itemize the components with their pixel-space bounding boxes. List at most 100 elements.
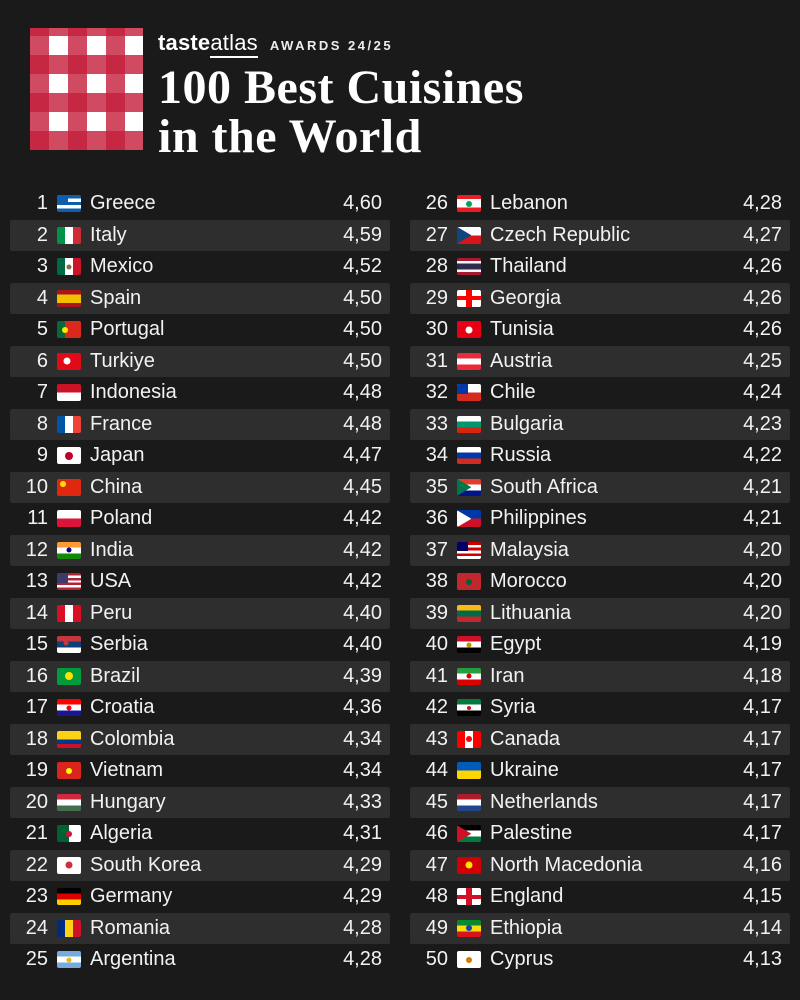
- ranking-row: 39 Lithuania 4,20: [410, 597, 790, 629]
- score-value: 4,28: [743, 192, 782, 215]
- flag-icon-algeria: [57, 825, 81, 843]
- rank-number: 33: [425, 412, 448, 435]
- score-value: 4,47: [343, 444, 382, 467]
- ranking-row: 22 South Korea 4,29: [10, 849, 390, 881]
- score-value: 4,31: [343, 822, 382, 845]
- rank-number: 3: [36, 255, 48, 278]
- title-line-2: in the World: [158, 109, 422, 163]
- score-value: 4,20: [743, 601, 782, 624]
- score-value: 4,17: [743, 790, 782, 813]
- country-name: Turkiye: [90, 349, 155, 372]
- rank-number: 6: [36, 349, 48, 372]
- country-name: Italy: [90, 223, 127, 246]
- country-name: USA: [90, 570, 132, 593]
- rank-number: 2: [36, 223, 48, 246]
- ranking-row: 7 Indonesia 4,48: [10, 377, 390, 409]
- flag-icon-ethiopia: [457, 919, 481, 937]
- country-name: Tunisia: [490, 318, 554, 341]
- score-value: 4,27: [743, 223, 782, 246]
- ranking-row: 33 Bulgaria 4,23: [410, 408, 790, 440]
- ranking-row: 26 Lebanon 4,28: [410, 188, 790, 220]
- brand-wordmark: tasteatlas: [158, 30, 258, 58]
- flag-icon-russia: [457, 447, 481, 465]
- rank-number: 39: [425, 601, 448, 624]
- score-value: 4,22: [743, 444, 782, 467]
- score-value: 4,42: [343, 507, 382, 530]
- flag-icon-canada: [457, 730, 481, 748]
- ranking-row: 37 Malaysia 4,20: [410, 534, 790, 566]
- country-name: Austria: [490, 349, 553, 372]
- ranking-row: 44 Ukraine 4,17: [410, 755, 790, 787]
- flag-icon-bulgaria: [457, 415, 481, 433]
- country-name: Mexico: [90, 255, 154, 278]
- ranking-row: 47 North Macedonia 4,16: [410, 849, 790, 881]
- rank-number: 27: [425, 223, 448, 246]
- brand-line: tasteatlas AWARDS 24/25: [158, 30, 800, 58]
- ranking-row: 41 Iran 4,18: [410, 660, 790, 692]
- ranking-row: 11 Poland 4,42: [10, 503, 390, 535]
- country-name: France: [90, 412, 153, 435]
- country-name: Brazil: [90, 664, 141, 687]
- ranking-row: 36 Philippines 4,21: [410, 503, 790, 535]
- rank-number: 32: [425, 381, 448, 404]
- score-value: 4,25: [743, 349, 782, 372]
- rank-number: 29: [425, 286, 448, 309]
- flag-icon-palestine: [457, 825, 481, 843]
- rank-number: 21: [25, 822, 48, 845]
- flag-emblem: [65, 672, 73, 681]
- flag-emblem: [66, 547, 72, 553]
- score-value: 4,33: [343, 790, 382, 813]
- rank-number: 28: [425, 255, 448, 278]
- country-name: North Macedonia: [490, 853, 643, 876]
- ranking-row: 27 Czech Republic 4,27: [410, 219, 790, 251]
- ranking-row: 50 Cyprus 4,13: [410, 944, 790, 976]
- score-value: 4,26: [743, 255, 782, 278]
- country-name: Palestine: [490, 822, 573, 845]
- country-name: Netherlands: [490, 790, 598, 813]
- flag-icon-lithuania: [457, 604, 481, 622]
- flag-icon-georgia: [457, 289, 481, 307]
- rank-number: 45: [425, 790, 448, 813]
- flag-emblem: [66, 264, 72, 270]
- country-name: Chile: [490, 381, 536, 404]
- score-value: 4,50: [343, 349, 382, 372]
- flag-icon-peru: [57, 604, 81, 622]
- flag-icon-chile: [457, 384, 481, 402]
- awards-label: AWARDS 24/25: [269, 38, 394, 53]
- country-name: Thailand: [490, 255, 567, 278]
- flag-icon-austria: [457, 352, 481, 370]
- ranking-row: 31 Austria 4,25: [410, 345, 790, 377]
- score-value: 4,40: [343, 633, 382, 656]
- country-name: South Korea: [90, 853, 202, 876]
- ranking-row: 9 Japan 4,47: [10, 440, 390, 472]
- flag-canton: [57, 573, 68, 583]
- ranking-row: 12 India 4,42: [10, 534, 390, 566]
- ranking-row: 21 Algeria 4,31: [10, 818, 390, 850]
- flag-icon-netherlands: [457, 793, 481, 811]
- country-name: Iran: [490, 664, 525, 687]
- score-value: 4,50: [343, 286, 382, 309]
- flag-emblem: [63, 640, 69, 646]
- flag-icon-china: [57, 478, 81, 496]
- flag-canton: [457, 384, 468, 394]
- header-text: tasteatlas AWARDS 24/25 100 Best Cuisine…: [158, 0, 800, 162]
- score-value: 4,50: [343, 318, 382, 341]
- score-value: 4,21: [743, 507, 782, 530]
- score-value: 4,48: [343, 412, 382, 435]
- ranking-row: 28 Thailand 4,26: [410, 251, 790, 283]
- rank-number: 42: [425, 696, 448, 719]
- rank-number: 1: [36, 192, 48, 215]
- score-value: 4,42: [343, 570, 382, 593]
- flag-icon-portugal: [57, 321, 81, 339]
- flag-icon-north-macedonia: [457, 856, 481, 874]
- score-value: 4,42: [343, 538, 382, 561]
- score-value: 4,17: [743, 727, 782, 750]
- rank-number: 23: [25, 885, 48, 908]
- country-name: Bulgaria: [490, 412, 564, 435]
- rank-number: 7: [36, 381, 48, 404]
- ranking-row: 4 Spain 4,50: [10, 282, 390, 314]
- tasteatlas-checkered-logo: [30, 28, 143, 150]
- flag-emblem: [66, 957, 72, 963]
- country-name: Indonesia: [90, 381, 177, 404]
- ranking-row: 32 Chile 4,24: [410, 377, 790, 409]
